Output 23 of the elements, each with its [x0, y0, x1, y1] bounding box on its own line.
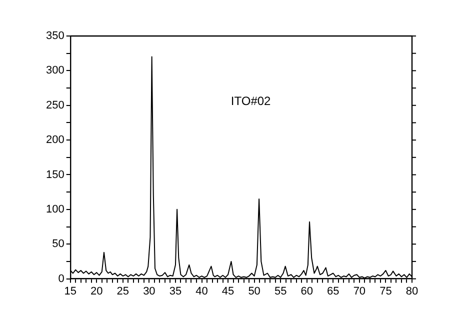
x-tick-label: 60 [300, 285, 314, 298]
annotation: ITO#02 [230, 94, 272, 108]
x-tick-label: 65 [327, 285, 340, 298]
x-tick-label: 80 [406, 285, 418, 298]
x-tick-label: 35 [169, 285, 182, 298]
x-tick-label: 25 [116, 285, 130, 298]
x-tick-label: 30 [143, 285, 156, 298]
y-tick-label: 300 [46, 64, 64, 77]
x-tick-label: 20 [90, 285, 103, 298]
y-tick-label: 250 [46, 99, 64, 112]
y-tick-label: 0 [58, 272, 64, 285]
x-tick-label: 15 [64, 285, 76, 298]
x-tick-label: 40 [196, 285, 208, 298]
y-tick-label: 200 [46, 134, 64, 146]
y-tick-label: 50 [52, 238, 64, 250]
x-tick-label: 70 [353, 285, 366, 298]
y-tick-label: 150 [46, 168, 64, 181]
x-tick-label: 55 [274, 285, 287, 298]
y-tick-label: 100 [46, 203, 64, 216]
x-tick-label: 75 [380, 285, 392, 298]
x-tick-label: 45 [222, 285, 234, 298]
y-tick-label: 350 [46, 30, 64, 42]
x-tick-label: 50 [248, 285, 260, 298]
